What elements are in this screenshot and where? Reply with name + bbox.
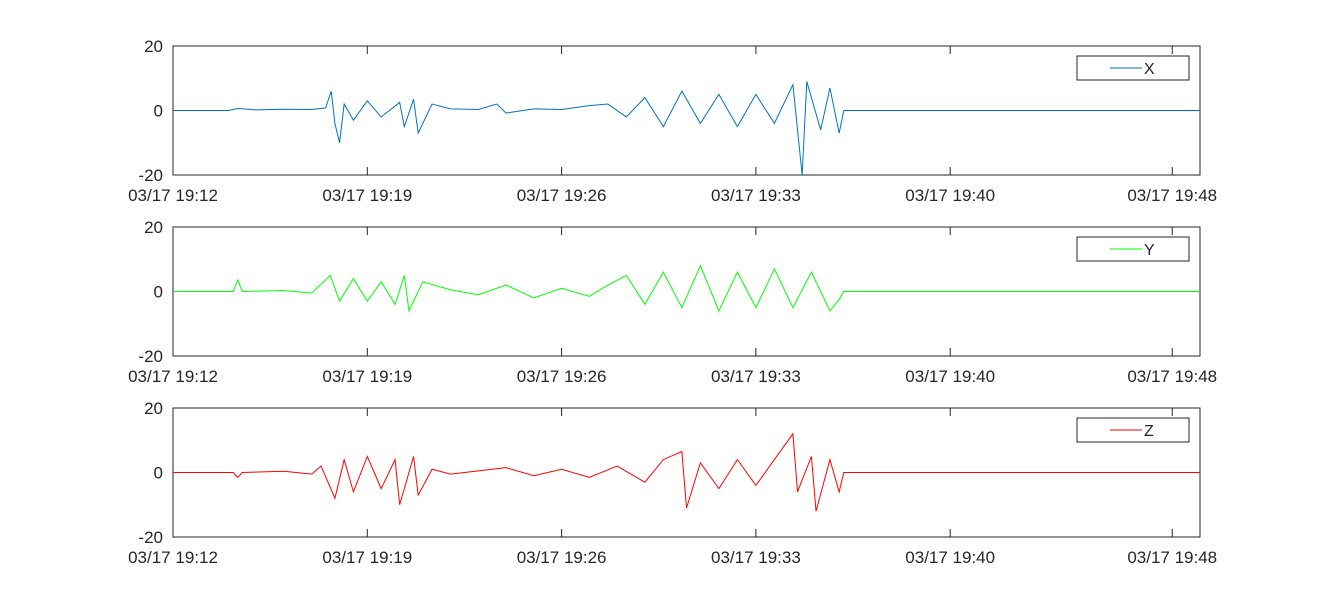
series-line-y <box>173 264 1200 313</box>
x-tick-label: 03/17 19:26 <box>517 367 607 386</box>
y-tick-label: -20 <box>138 528 163 547</box>
x-tick-label: 03/17 19:12 <box>128 186 218 205</box>
legend: Z <box>1076 417 1190 443</box>
y-tick-label: 20 <box>144 37 163 56</box>
y-tick-label: 20 <box>144 399 163 418</box>
x-tick-label: 03/17 19:26 <box>517 548 607 567</box>
legend: Y <box>1076 236 1190 262</box>
y-tick-label: 20 <box>144 218 163 237</box>
x-tick-label: 03/17 19:40 <box>905 367 995 386</box>
x-tick-label: 03/17 19:19 <box>322 367 412 386</box>
y-tick-label: 0 <box>154 102 163 121</box>
y-tick-label: -20 <box>138 347 163 366</box>
legend-label: Z <box>1144 423 1154 440</box>
legend: X <box>1076 55 1190 81</box>
x-tick-label: 03/17 19:33 <box>711 367 801 386</box>
x-tick-label: 03/17 19:33 <box>711 548 801 567</box>
x-tick-label: 03/17 19:48 <box>1127 367 1217 386</box>
x-tick-label: 03/17 19:12 <box>128 548 218 567</box>
x-tick-label: 03/17 19:26 <box>517 186 607 205</box>
x-tick-label: 03/17 19:40 <box>905 186 995 205</box>
legend-label: X <box>1144 61 1155 78</box>
legend-label: Y <box>1144 242 1155 259</box>
y-tick-label: -20 <box>138 166 163 185</box>
x-tick-label: 03/17 19:19 <box>322 548 412 567</box>
y-tick-label: 0 <box>154 464 163 483</box>
x-tick-label: 03/17 19:19 <box>322 186 412 205</box>
x-tick-label: 03/17 19:33 <box>711 186 801 205</box>
x-tick-label: 03/17 19:40 <box>905 548 995 567</box>
x-tick-label: 03/17 19:48 <box>1127 548 1217 567</box>
x-tick-label: 03/17 19:12 <box>128 367 218 386</box>
series-line-x <box>173 81 1200 176</box>
series-line-z <box>173 432 1200 512</box>
y-tick-label: 0 <box>154 283 163 302</box>
x-tick-label: 03/17 19:48 <box>1127 186 1217 205</box>
